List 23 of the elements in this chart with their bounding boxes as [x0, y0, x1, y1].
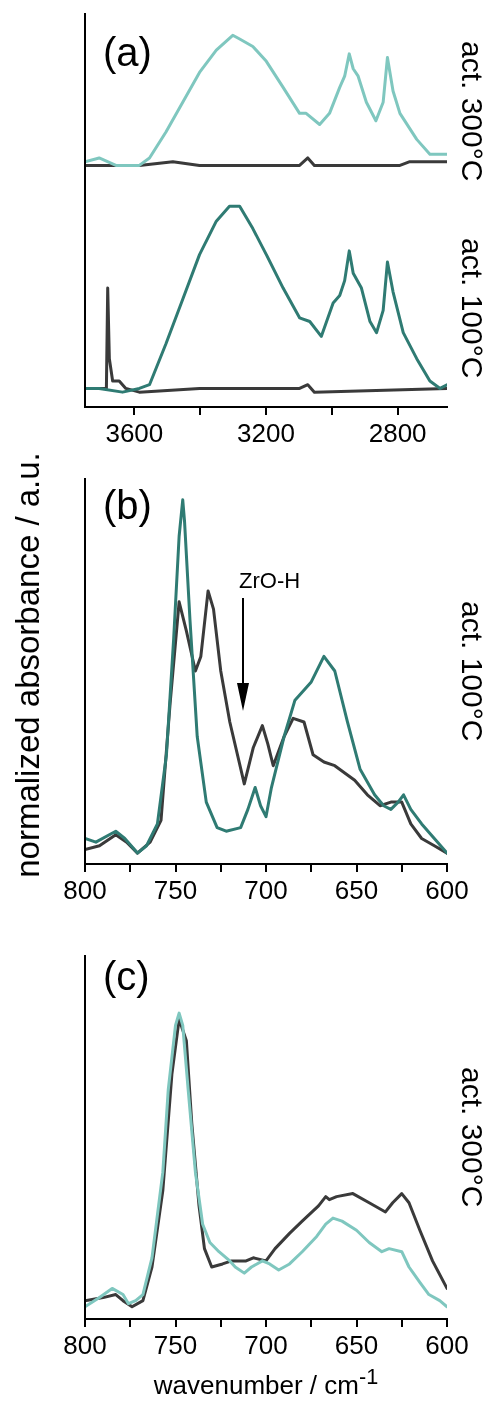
x-tick-label: 650 — [334, 1329, 379, 1360]
text: act. 300°C — [455, 1066, 489, 1208]
x-tick-label: 800 — [63, 874, 107, 905]
x-tick-label: 750 — [153, 874, 198, 905]
x-tick-label: 700 — [244, 1329, 288, 1360]
x-tick-label: 600 — [425, 1329, 469, 1360]
x-tick-label: 700 — [244, 874, 288, 905]
chart-title: (b) — [103, 483, 152, 528]
x-tick-label: 600 — [425, 874, 469, 905]
annotation: ZrO-H — [239, 568, 301, 593]
x-tick-label: 3600 — [105, 417, 164, 448]
x-tick-label: 3200 — [237, 417, 295, 448]
y-axis-title: normalized absorbance / a.u. — [8, 452, 46, 878]
x-axis-title: wavenumber / cm$^{-1}$ — [152, 1364, 380, 1401]
x-tick-label: 800 — [63, 1329, 107, 1360]
chart-title: (a) — [103, 30, 152, 75]
chart-title: (c) — [103, 954, 150, 999]
x-tick-label: 2800 — [368, 417, 427, 448]
text: act. 100°C — [455, 238, 489, 379]
text: act. 100°C — [455, 600, 489, 742]
x-tick-label: 650 — [334, 874, 379, 905]
x-tick-label: 750 — [153, 1329, 198, 1360]
text: act. 300°C — [455, 41, 489, 182]
